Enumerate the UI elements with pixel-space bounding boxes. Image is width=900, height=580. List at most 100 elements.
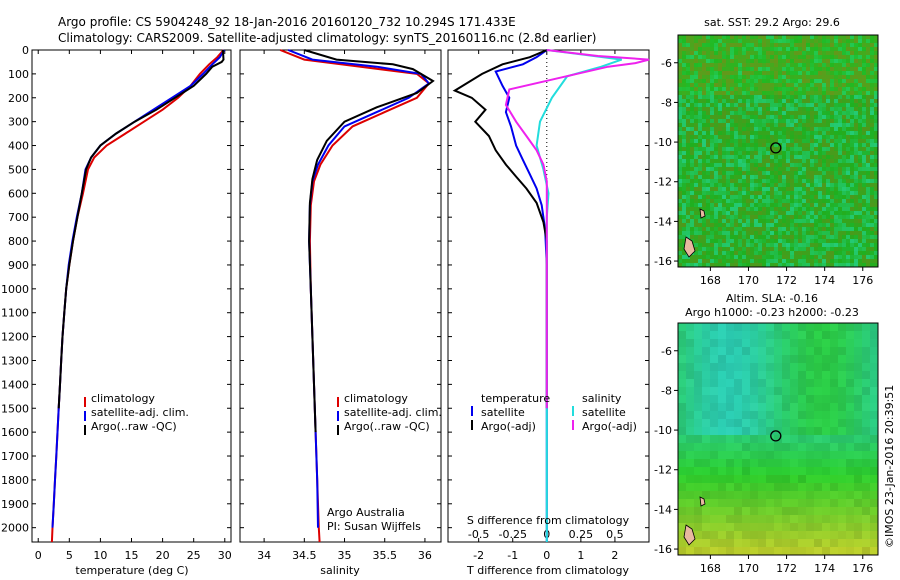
heatmap-cell <box>874 215 878 219</box>
heatmap-cell <box>874 211 878 215</box>
heatmap-cell <box>866 55 870 59</box>
heatmap-cell <box>714 247 718 251</box>
heatmap-cell <box>746 191 750 195</box>
heatmap-cell <box>714 203 718 207</box>
heatmap-cell <box>694 259 698 263</box>
heatmap-cell <box>854 355 862 363</box>
heatmap-cell <box>850 139 854 143</box>
heatmap-cell <box>678 63 682 67</box>
heatmap-cell <box>782 371 790 379</box>
heatmap-cell <box>766 135 770 139</box>
heatmap-cell <box>762 227 766 231</box>
heatmap-cell <box>682 43 686 47</box>
heatmap-cell <box>850 207 854 211</box>
heatmap-cell <box>862 443 870 451</box>
heatmap-cell <box>866 251 870 255</box>
heatmap-cell <box>770 151 774 155</box>
heatmap-cell <box>710 159 714 163</box>
heatmap-cell <box>782 235 786 239</box>
heatmap-cell <box>802 123 806 127</box>
heatmap-cell <box>774 219 778 223</box>
heatmap-cell <box>746 251 750 255</box>
heatmap-cell <box>786 243 790 247</box>
heatmap-cell <box>826 195 830 199</box>
heatmap-cell <box>714 79 718 83</box>
heatmap-cell <box>834 135 838 139</box>
heatmap-cell <box>810 243 814 247</box>
heatmap-cell <box>694 203 698 207</box>
heatmap-cell <box>686 55 690 59</box>
heatmap-cell <box>822 475 830 483</box>
heatmap-cell <box>702 531 710 539</box>
heatmap-cell <box>794 71 798 75</box>
heatmap-cell <box>782 143 786 147</box>
heatmap-cell <box>734 99 738 103</box>
heatmap-cell <box>770 199 774 203</box>
heatmap-cell <box>838 115 842 119</box>
heatmap-cell <box>874 191 878 195</box>
heatmap-cell <box>690 99 694 103</box>
heatmap-cell <box>854 131 858 135</box>
heatmap-cell <box>862 83 866 87</box>
heatmap-cell <box>742 151 746 155</box>
heatmap-cell <box>870 475 878 483</box>
heatmap-cell <box>870 51 874 55</box>
heatmap-cell <box>778 95 782 99</box>
heatmap-cell <box>742 355 750 363</box>
heatmap-cell <box>706 71 710 75</box>
heatmap-cell <box>826 187 830 191</box>
heatmap-cell <box>854 127 858 131</box>
heatmap-cell <box>726 347 734 355</box>
heatmap-cell <box>846 35 850 39</box>
heatmap-cell <box>718 123 722 127</box>
heatmap-cell <box>870 183 874 187</box>
heatmap-cell <box>682 183 686 187</box>
heatmap-cell <box>858 259 862 263</box>
heatmap-cell <box>762 239 766 243</box>
heatmap-cell <box>742 51 746 55</box>
heatmap-cell <box>834 187 838 191</box>
heatmap-cell <box>778 59 782 63</box>
heatmap-cell <box>806 531 814 539</box>
heatmap-cell <box>834 63 838 67</box>
heatmap-cell <box>810 183 814 187</box>
map-ytick-label: -12 <box>654 464 672 477</box>
heatmap-cell <box>742 199 746 203</box>
heatmap-cell <box>690 39 694 43</box>
heatmap-cell <box>854 143 858 147</box>
heatmap-cell <box>814 103 818 107</box>
heatmap-cell <box>726 263 730 267</box>
s-difference-label: S difference from climatology <box>467 514 630 527</box>
heatmap-cell <box>722 167 726 171</box>
heatmap-cell <box>754 203 758 207</box>
heatmap-cell <box>774 43 778 47</box>
heatmap-cell <box>694 355 702 363</box>
heatmap-cell <box>730 183 734 187</box>
heatmap-cell <box>790 491 798 499</box>
heatmap-cell <box>742 435 750 443</box>
heatmap-cell <box>810 119 814 123</box>
heatmap-cell <box>826 231 830 235</box>
heatmap-cell <box>814 47 818 51</box>
heatmap-cell <box>730 175 734 179</box>
heatmap-cell <box>686 127 690 131</box>
heatmap-cell <box>786 127 790 131</box>
heatmap-cell <box>682 103 686 107</box>
heatmap-cell <box>794 67 798 71</box>
heatmap-cell <box>754 35 758 39</box>
heatmap-cell <box>686 515 694 523</box>
heatmap-cell <box>714 143 718 147</box>
heatmap-cell <box>806 263 810 267</box>
heatmap-cell <box>734 207 738 211</box>
heatmap-cell <box>810 215 814 219</box>
heatmap-cell <box>806 131 810 135</box>
heatmap-cell <box>814 203 818 207</box>
heatmap-cell <box>710 139 714 143</box>
heatmap-cell <box>802 211 806 215</box>
heatmap-cell <box>710 35 714 39</box>
heatmap-cell <box>802 119 806 123</box>
heatmap-cell <box>722 195 726 199</box>
heatmap-cell <box>854 67 858 71</box>
heatmap-cell <box>758 363 766 371</box>
heatmap-cell <box>798 159 802 163</box>
